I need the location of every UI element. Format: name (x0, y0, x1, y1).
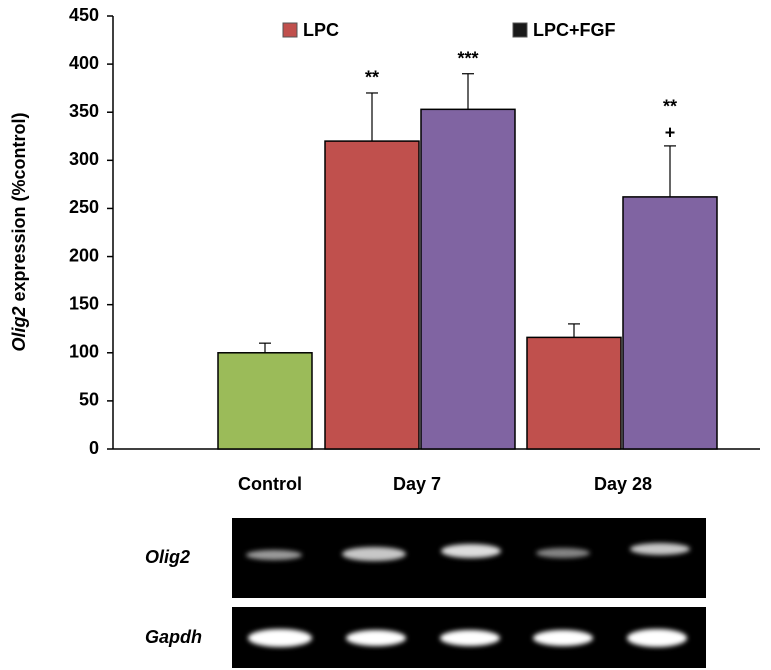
gel-row-label: Gapdh (145, 627, 202, 647)
bar (623, 197, 717, 449)
y-tick-label: 400 (69, 53, 99, 73)
y-tick-label: 350 (69, 101, 99, 121)
x-tick-label: Day 28 (594, 474, 652, 494)
x-tick-label: Control (238, 474, 302, 494)
y-label-gene: Olig2 (9, 307, 29, 352)
legend-swatch (513, 23, 527, 37)
y-tick-label: 250 (69, 197, 99, 217)
bar (421, 109, 515, 449)
x-tick-label: Day 7 (393, 474, 441, 494)
y-tick-label: 100 (69, 342, 99, 362)
legend-label: LPC (303, 20, 339, 40)
legend-label: LPC+FGF (533, 20, 616, 40)
bar (527, 337, 621, 449)
bar (325, 141, 419, 449)
significance-label: ** (663, 97, 677, 117)
y-tick-label: 450 (69, 5, 99, 25)
significance-label: ** (365, 68, 379, 88)
gel-row-label: Olig2 (145, 547, 190, 567)
significance-label: + (665, 123, 676, 143)
y-axis-label: Olig2 expression (%control) (9, 112, 29, 351)
y-tick-label: 0 (89, 438, 99, 458)
bar (218, 353, 312, 449)
significance-label: *** (457, 48, 478, 68)
y-label-rest: expression (%control) (9, 112, 29, 301)
gel-image (232, 518, 706, 668)
y-tick-label: 200 (69, 245, 99, 265)
legend-swatch (283, 23, 297, 37)
y-tick-label: 300 (69, 149, 99, 169)
y-tick-label: 150 (69, 293, 99, 313)
y-tick-label: 50 (79, 390, 99, 410)
